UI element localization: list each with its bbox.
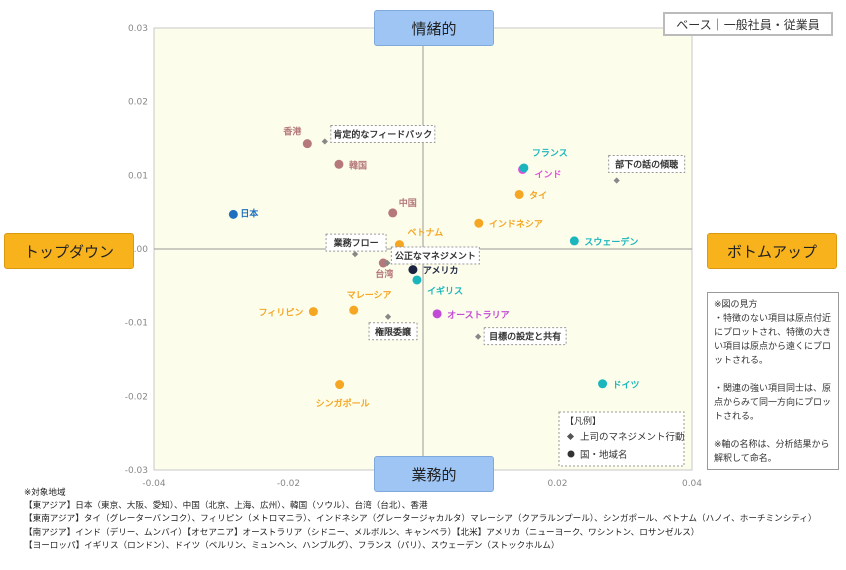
country-label: アメリカ [423, 266, 459, 277]
explanation-line: ・特徴のない項目は原点付近にプロットされ、特徴の大きい項目は原点から遠くにプロッ… [714, 314, 832, 366]
country-label: シンガポール [316, 398, 370, 410]
behavior-label-box [325, 233, 387, 252]
country-point [474, 218, 484, 228]
y-tick-label: 0.01 [128, 171, 148, 181]
country-label: イギリス [427, 285, 463, 297]
axis-label-bottom: 業務的 [374, 456, 494, 492]
axis-label-left: トップダウン [4, 233, 134, 269]
footnote-line: 【南アジア】インド（デリー、ムンバイ）【オセアニア】オーストラリア（シドニー、メ… [24, 527, 700, 538]
country-point [569, 236, 579, 246]
explanation-line: ※図の見方 [714, 300, 758, 310]
country-label: ドイツ [613, 380, 640, 391]
country-point [388, 208, 398, 218]
country-point [334, 159, 344, 169]
behavior-point [384, 259, 391, 267]
explanation-box: ※図の見方・特徴のない項目は原点付近にプロットされ、特徴の大きい項目は原点から遠… [707, 292, 839, 470]
country-label: フィリピン [259, 307, 304, 319]
country-label: 中国 [399, 197, 417, 209]
y-tick-label: 0.03 [128, 24, 148, 34]
country-label: マレーシア [347, 290, 392, 301]
x-tick-label: 0.04 [682, 479, 702, 489]
country-label: インドネシア [489, 219, 543, 230]
x-tick-label: -0.04 [142, 479, 166, 489]
country-point [302, 139, 312, 149]
y-tick-label: 0.02 [128, 98, 148, 108]
y-tick-label: 0.00 [128, 245, 148, 255]
explanation-line [714, 424, 832, 438]
explanation-line [714, 368, 832, 382]
country-label: スウェーデン [584, 236, 638, 248]
footnote-line: 【ヨーロッパ】イギリス（ロンドン）、ドイツ（ベルリン、ミュンヘン、ハンブルグ）、… [24, 540, 560, 551]
footnote-line: 【東南アジア】タイ（グレーターバンコク）、フィリピン（メトロマニラ）、インドネシ… [24, 514, 817, 525]
country-point [228, 209, 238, 219]
behavior-label-box [368, 322, 418, 341]
behavior-label: 権限委譲 [375, 326, 412, 338]
legend-title: 【凡例】 [565, 415, 601, 427]
tick-labels: -0.04-0.0200.020.040.030.020.010.00-0.01… [125, 24, 703, 489]
behavior-label: 業務フロー [333, 237, 379, 249]
behavior-label: 部下の話の傾聴 [615, 158, 678, 170]
y-tick-label: -0.02 [125, 392, 148, 402]
legend-country-marker [567, 450, 575, 458]
country-label: フランス [532, 148, 568, 159]
country-point [432, 309, 442, 319]
country-label: 香港 [282, 126, 302, 138]
legend-behavior-label: 上司のマネジメント行動 [580, 431, 685, 443]
country-point [349, 305, 359, 315]
behavior-point [384, 313, 392, 320]
country-label: インド [535, 169, 562, 180]
behavior-label-box [608, 154, 686, 173]
country-point [519, 163, 529, 173]
country-label: ベトナム [407, 228, 443, 239]
explanation-line: ※軸の名称は、分析結果から解釈して命名。 [714, 440, 830, 464]
y-tick-label: -0.03 [125, 466, 148, 476]
country-point [412, 275, 422, 285]
country-point [514, 189, 524, 199]
behavior-label-box [390, 246, 480, 265]
country-point [308, 307, 318, 317]
base-label: ベース｜一般社員・従業員 [663, 12, 833, 36]
country-label: タイ [529, 189, 547, 201]
country-label: 台湾 [375, 268, 393, 280]
legend-behavior-marker [566, 432, 575, 441]
footnote-line: 【東アジア】日本（東京、大阪、愛知）、中国（北京、上海、広州）、韓国（ソウル）、… [24, 501, 428, 512]
behavior-label-box [330, 124, 436, 143]
behavior-label: 目標の設定と共有 [489, 331, 561, 343]
x-tick-label: -0.02 [277, 479, 300, 489]
y-tick-label: -0.01 [125, 319, 148, 329]
country-point [378, 258, 388, 268]
behavior-label: 肯定的なフィードバック [333, 128, 432, 140]
axis-label-right: ボトムアップ [707, 233, 837, 269]
country-point [598, 379, 608, 389]
legend: 【凡例】 上司のマネジメント行動 国・地域名 [558, 411, 685, 467]
country-label: 日本 [240, 207, 259, 219]
footnotes: ※対象地域【東アジア】日本（東京、大阪、愛知）、中国（北京、上海、広州）、韓国（… [24, 487, 817, 553]
behavior-point [475, 333, 482, 340]
behavior-label: 公正なマネジメント [395, 251, 476, 262]
country-label: 韓国 [349, 159, 367, 171]
axis-label-top: 情緒的 [374, 10, 494, 46]
explanation-line: ・関連の強い項目同士は、原点からみて同一方向にプロットされる。 [714, 384, 832, 422]
country-point [408, 265, 418, 275]
legend-country-label: 国・地域名 [580, 449, 628, 461]
behavior-label-box [483, 327, 567, 346]
footnote-line: ※対象地域 [24, 488, 66, 498]
country-point [335, 380, 345, 390]
x-tick-label: 0.02 [547, 479, 567, 489]
country-label: オーストラリア [447, 310, 510, 321]
